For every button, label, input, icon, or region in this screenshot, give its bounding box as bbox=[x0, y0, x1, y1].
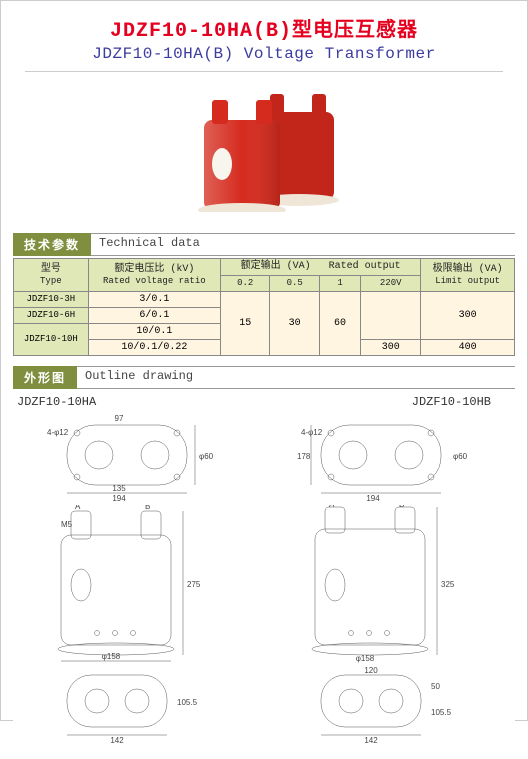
svg-text:97: 97 bbox=[115, 414, 124, 423]
svg-text:4-φ12: 4-φ12 bbox=[301, 428, 323, 437]
svg-text:A: A bbox=[329, 505, 335, 509]
cell-limit-bot: 400 bbox=[421, 339, 515, 355]
drawing-a-side: A B M5 275 φ158 bbox=[17, 505, 237, 665]
cell-220v-top bbox=[361, 291, 421, 339]
cell-ratio: 3/0.1 bbox=[88, 291, 220, 307]
cell-o05: 30 bbox=[270, 291, 319, 355]
drawing-b-side: A B 325 φ158 bbox=[271, 505, 491, 665]
title-cn: JDZF10-10HA(B)型电压互感器 bbox=[1, 13, 527, 43]
svg-text:A: A bbox=[75, 505, 81, 511]
title-en: JDZF10-10HA(B) Voltage Transformer bbox=[1, 45, 527, 63]
svg-text:φ60: φ60 bbox=[199, 452, 214, 461]
drawing-b-top: 4-φ12 194 178 φ60 bbox=[271, 413, 491, 505]
svg-text:B: B bbox=[399, 505, 404, 509]
svg-text:4-φ12: 4-φ12 bbox=[47, 428, 69, 437]
cell-model: JDZF10-3H bbox=[14, 291, 89, 307]
cell-o1: 60 bbox=[319, 291, 360, 355]
svg-text:φ60: φ60 bbox=[453, 452, 468, 461]
tech-table: 型号 Type 额定电压比 (kV) Rated voltage ratio 额… bbox=[13, 258, 515, 356]
table-row: JDZF10-3H 3/0.1 15 30 60 300 bbox=[14, 291, 515, 307]
product-svg bbox=[174, 82, 354, 212]
cell-limit-top: 300 bbox=[421, 291, 515, 339]
section-tech: 技术参数 Technical data bbox=[13, 233, 515, 256]
outline-col-a: JDZF10-10HA 4-φ12 194 97 135 φ60 bbox=[17, 395, 257, 750]
th-ratio: 额定电压比 (kV) Rated voltage ratio bbox=[88, 259, 220, 292]
drawing-b-bottom: 142 120 50 105.5 bbox=[271, 665, 491, 745]
header: JDZF10-10HA(B)型电压互感器 JDZF10-10HA(B) Volt… bbox=[1, 1, 527, 67]
svg-text:φ158: φ158 bbox=[102, 652, 121, 661]
outline-area: JDZF10-10HA 4-φ12 194 97 135 φ60 bbox=[13, 389, 515, 759]
svg-text:120: 120 bbox=[364, 666, 378, 675]
th-sub-02: 0.2 bbox=[220, 276, 269, 292]
cell-220v-bot: 300 bbox=[361, 339, 421, 355]
section-outline: 外形图 Outline drawing bbox=[13, 366, 515, 389]
svg-text:275: 275 bbox=[187, 580, 201, 589]
section-outline-cn: 外形图 bbox=[13, 366, 77, 389]
product-image bbox=[1, 72, 527, 227]
th-sub-05: 0.5 bbox=[270, 276, 319, 292]
th-type: 型号 Type bbox=[14, 259, 89, 292]
svg-text:135: 135 bbox=[112, 484, 126, 493]
section-tech-cn: 技术参数 bbox=[13, 233, 91, 256]
svg-text:142: 142 bbox=[364, 736, 378, 745]
section-outline-en: Outline drawing bbox=[77, 366, 515, 389]
svg-text:105.5: 105.5 bbox=[431, 708, 452, 717]
cell-ratio: 10/0.1/0.22 bbox=[88, 339, 220, 355]
outline-label-a: JDZF10-10HA bbox=[17, 395, 257, 409]
svg-text:50: 50 bbox=[431, 682, 440, 691]
svg-text:325: 325 bbox=[441, 580, 455, 589]
th-sub-1: 1 bbox=[319, 276, 360, 292]
svg-text:142: 142 bbox=[110, 736, 124, 745]
drawing-a-top: 4-φ12 194 97 135 φ60 bbox=[17, 413, 237, 505]
th-limit: 极限输出 (VA) Limit output bbox=[421, 259, 515, 292]
svg-text:B: B bbox=[145, 505, 150, 511]
cell-model: JDZF10-6H bbox=[14, 307, 89, 323]
svg-text:M5: M5 bbox=[61, 520, 73, 529]
svg-text:105.5: 105.5 bbox=[177, 698, 198, 707]
cell-model: JDZF10-10H bbox=[14, 323, 89, 355]
svg-text:194: 194 bbox=[366, 494, 380, 503]
cell-ratio: 6/0.1 bbox=[88, 307, 220, 323]
svg-text:φ158: φ158 bbox=[356, 654, 375, 663]
svg-text:178: 178 bbox=[297, 452, 311, 461]
section-tech-en: Technical data bbox=[91, 233, 515, 256]
th-rated: 额定输出 (VA) Rated output bbox=[220, 259, 420, 276]
cell-ratio: 10/0.1 bbox=[88, 323, 220, 339]
cell-o02: 15 bbox=[220, 291, 269, 355]
th-sub-220: 220V bbox=[361, 276, 421, 292]
outline-label-b: JDZF10-10HB bbox=[271, 395, 511, 409]
drawing-a-bottom: 142 105.5 bbox=[17, 665, 237, 745]
outline-col-b: JDZF10-10HB 4-φ12 194 178 φ60 bbox=[271, 395, 511, 750]
svg-text:194: 194 bbox=[112, 494, 126, 503]
